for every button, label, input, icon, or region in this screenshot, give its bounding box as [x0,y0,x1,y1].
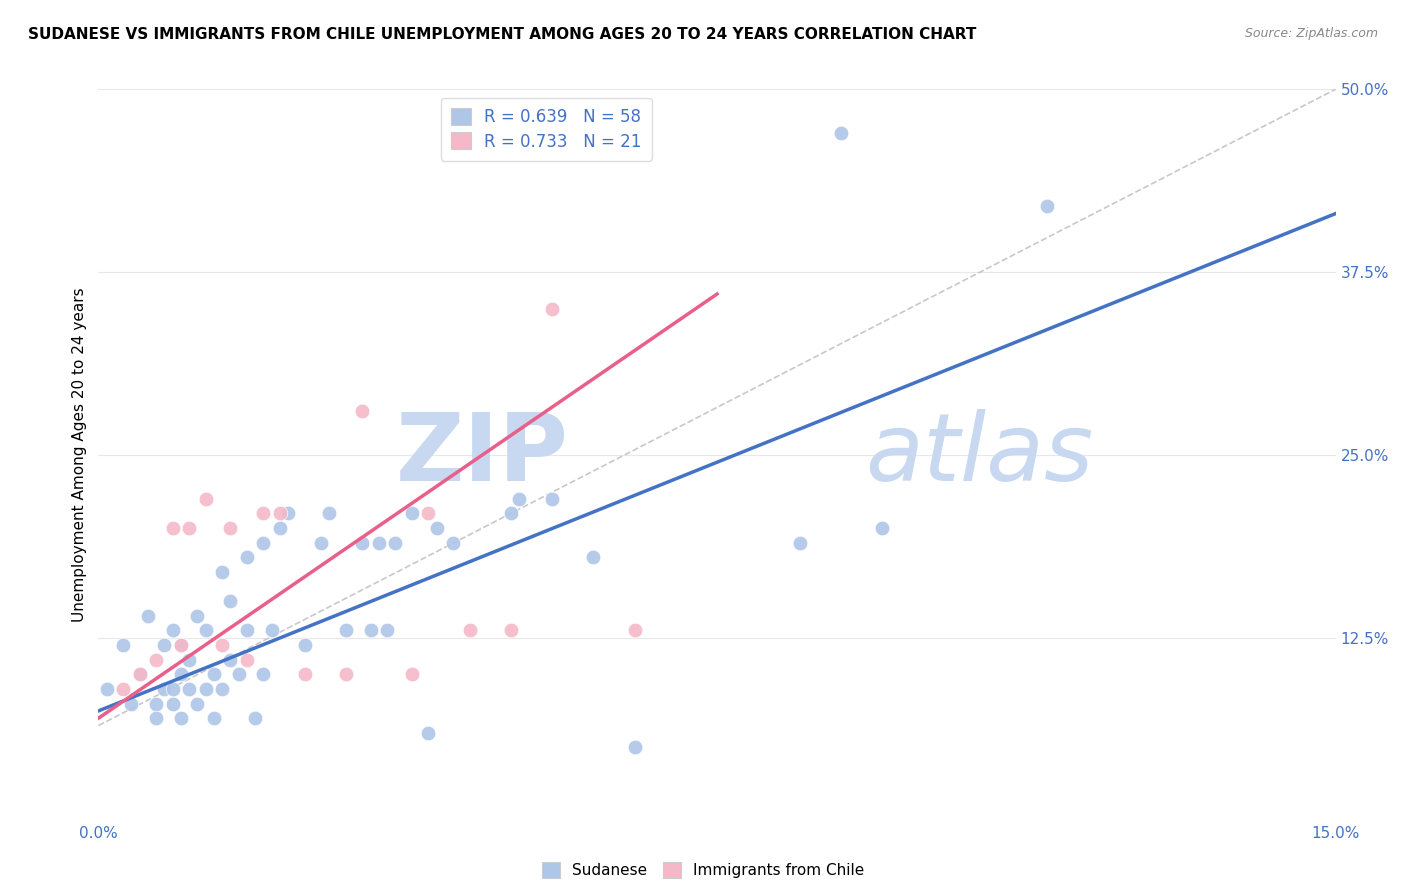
Point [162,521,184,535]
Point [179,521,201,535]
Point [145,653,167,667]
Point [236,624,259,638]
Point [170,638,193,652]
Point [352,535,374,549]
Point [458,624,481,638]
Point [335,624,357,638]
Point [179,653,201,667]
Point [830,126,852,140]
Point [401,667,423,681]
Point [112,638,135,652]
Point [309,535,332,549]
Point [1036,199,1059,213]
Point [294,638,316,652]
Point [219,521,242,535]
Point [426,521,449,535]
Point [623,740,645,755]
Point [236,550,259,565]
Point [202,711,225,725]
Point [260,624,283,638]
Point [211,681,233,696]
Point [499,624,522,638]
Point [499,507,522,521]
Point [418,726,440,740]
Point [170,638,193,652]
Point [211,565,233,579]
Point [582,550,605,565]
Point [335,667,357,681]
Point [219,594,242,608]
Point [170,711,193,725]
Point [623,624,645,638]
Point [243,711,266,725]
Point [219,653,242,667]
Point [96,681,118,696]
Point [269,507,291,521]
Point [194,491,217,506]
Point [202,667,225,681]
Point [112,681,135,696]
Point [360,624,382,638]
Point [162,624,184,638]
Point [162,681,184,696]
Legend: R = 0.639   N = 58, R = 0.733   N = 21: R = 0.639 N = 58, R = 0.733 N = 21 [441,97,651,161]
Point [211,638,233,652]
Text: SUDANESE VS IMMIGRANTS FROM CHILE UNEMPLOYMENT AMONG AGES 20 TO 24 YEARS CORRELA: SUDANESE VS IMMIGRANTS FROM CHILE UNEMPL… [28,27,977,42]
Point [508,491,530,506]
Point [136,608,159,623]
Point [384,535,406,549]
Point [170,667,193,681]
Point [252,667,274,681]
Point [541,491,564,506]
Point [186,697,208,711]
Point [418,507,440,521]
Point [294,667,316,681]
Point [153,681,176,696]
Text: atlas: atlas [866,409,1094,500]
Point [162,697,184,711]
Point [186,608,208,623]
Text: ZIP: ZIP [395,409,568,501]
Point [367,535,389,549]
Point [194,624,217,638]
Point [252,507,274,521]
Point [541,301,564,316]
Point [128,667,150,681]
Point [179,681,201,696]
Point [401,507,423,521]
Legend: Sudanese, Immigrants from Chile: Sudanese, Immigrants from Chile [536,856,870,884]
Point [789,535,811,549]
Point [228,667,250,681]
Point [252,535,274,549]
Point [318,507,340,521]
Point [145,711,167,725]
Point [236,653,259,667]
Text: Source: ZipAtlas.com: Source: ZipAtlas.com [1244,27,1378,40]
Point [145,697,167,711]
Y-axis label: Unemployment Among Ages 20 to 24 years: Unemployment Among Ages 20 to 24 years [72,287,87,623]
Point [870,521,893,535]
Point [277,507,299,521]
Point [352,404,374,418]
Point [120,697,142,711]
Point [153,638,176,652]
Point [375,624,398,638]
Point [441,535,464,549]
Point [128,667,150,681]
Point [194,681,217,696]
Point [269,521,291,535]
